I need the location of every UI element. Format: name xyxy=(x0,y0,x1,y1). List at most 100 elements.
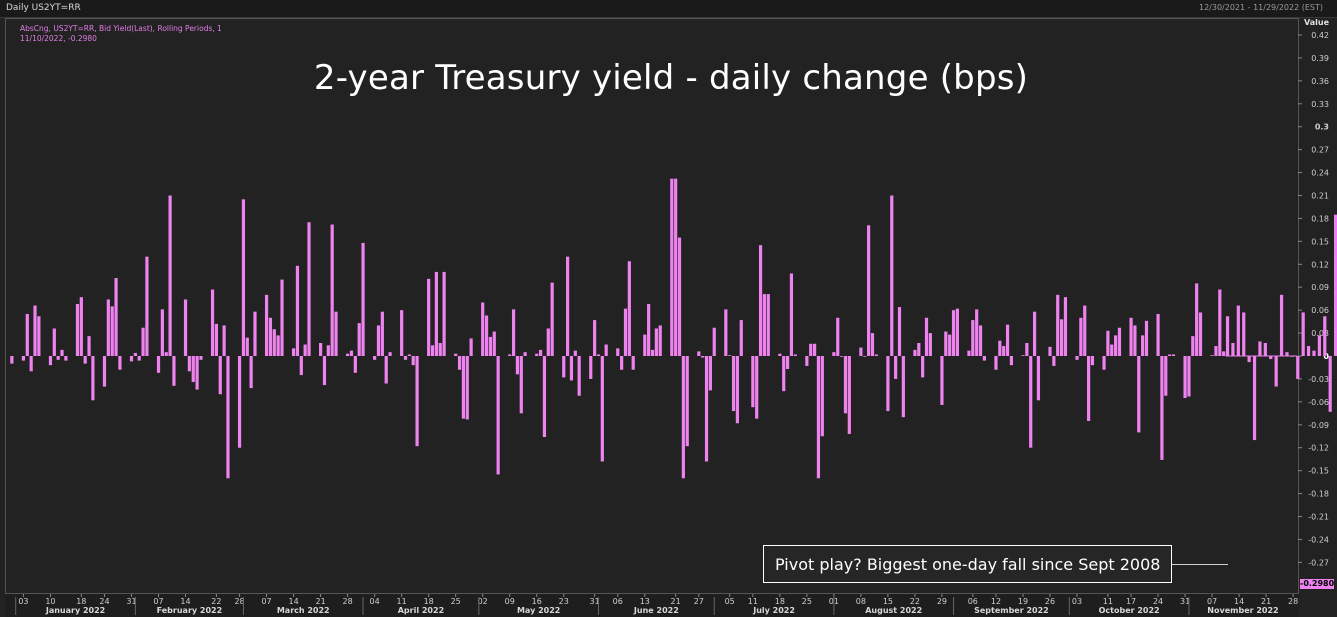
bar xyxy=(403,356,408,360)
month-label: April 2022 xyxy=(398,606,444,615)
bar xyxy=(596,354,601,356)
x-tick-label: 18 xyxy=(76,597,86,606)
bar xyxy=(492,331,496,356)
y-tick-label: 0.39 xyxy=(1311,54,1329,63)
bar xyxy=(461,356,465,419)
annotation-box: Pivot play? Biggest one-day fall since S… xyxy=(763,545,1173,583)
bar xyxy=(782,356,786,392)
bar xyxy=(1301,312,1305,356)
bar xyxy=(670,178,674,356)
bar xyxy=(1252,356,1257,441)
x-tick-label: 22 xyxy=(910,597,920,606)
bar xyxy=(164,352,168,356)
bar xyxy=(346,353,350,356)
last-value-badge: -0.2980 xyxy=(1300,579,1335,589)
bar xyxy=(1168,354,1172,356)
bar xyxy=(917,343,921,356)
month-label: February 2022 xyxy=(157,606,223,615)
bar xyxy=(812,343,817,356)
bar xyxy=(1164,356,1168,396)
bar xyxy=(1296,356,1300,379)
bar xyxy=(1242,312,1246,356)
month-label: September 2022 xyxy=(974,606,1049,615)
bar xyxy=(199,356,203,360)
y-tick-label: -0.06 xyxy=(1308,398,1329,407)
x-tick-label: 31 xyxy=(1180,597,1190,606)
bar xyxy=(1156,313,1160,356)
bar xyxy=(114,278,118,356)
bar xyxy=(1052,356,1056,366)
x-tick-label: 11 xyxy=(1103,597,1113,606)
bar xyxy=(523,352,527,356)
bar xyxy=(484,315,489,356)
bar xyxy=(48,356,53,366)
bar xyxy=(400,310,404,356)
bar xyxy=(515,356,520,375)
bar xyxy=(1086,356,1091,421)
bar xyxy=(1083,305,1087,356)
y-tick-label: -0.18 xyxy=(1308,490,1329,499)
bar xyxy=(291,348,296,356)
bar xyxy=(573,350,577,356)
x-tick-label: 07 xyxy=(261,597,271,606)
bar xyxy=(156,356,161,373)
bar xyxy=(511,309,516,356)
bar xyxy=(894,356,898,379)
month-label: October 2022 xyxy=(1099,606,1160,615)
bar xyxy=(724,309,728,356)
bar xyxy=(1214,346,1218,356)
bar xyxy=(1225,316,1230,356)
bar xyxy=(25,313,29,356)
x-tick-label: 03 xyxy=(1072,597,1082,606)
bar xyxy=(442,271,446,356)
bar xyxy=(809,343,813,356)
bar xyxy=(1029,356,1033,448)
bar xyxy=(843,356,848,414)
y-tick-label: 0.06 xyxy=(1311,306,1329,315)
bar xyxy=(762,294,767,356)
x-tick-label: 24 xyxy=(99,597,109,606)
bar xyxy=(357,323,361,356)
x-tick-label: 25 xyxy=(802,597,812,606)
bar xyxy=(1110,344,1114,356)
x-tick-label: 05 xyxy=(725,597,735,606)
bar xyxy=(75,304,80,356)
bar xyxy=(469,338,473,356)
bar xyxy=(411,356,415,366)
x-tick-label: 15 xyxy=(883,597,893,606)
x-tick-label: 13 xyxy=(640,597,650,606)
x-tick-label: 09 xyxy=(505,597,515,606)
y-tick-label: -0.24 xyxy=(1308,535,1329,544)
bar xyxy=(264,294,269,356)
y-tick-label: -0.27 xyxy=(1308,558,1329,567)
bar xyxy=(1048,346,1052,356)
bar xyxy=(373,356,377,360)
y-tick-label: 0.21 xyxy=(1311,192,1329,201)
y-tick-label: -0.03 xyxy=(1308,375,1329,384)
bar xyxy=(10,356,14,364)
bar xyxy=(1306,346,1311,356)
x-tick-label: 07 xyxy=(1207,597,1217,606)
bar xyxy=(1317,335,1321,356)
bar xyxy=(496,356,500,475)
bar xyxy=(685,356,689,447)
bar xyxy=(924,317,929,356)
bar xyxy=(1025,343,1029,356)
bar xyxy=(91,356,95,401)
bar xyxy=(187,356,191,372)
bar xyxy=(623,308,628,356)
bar xyxy=(631,356,635,370)
bar xyxy=(951,310,956,356)
bar xyxy=(118,356,122,370)
bar xyxy=(226,356,230,479)
bar xyxy=(1269,356,1273,360)
bar xyxy=(921,356,925,378)
x-tick-label: 29 xyxy=(937,597,947,606)
bar xyxy=(1106,330,1110,356)
bar xyxy=(1063,297,1068,356)
bar xyxy=(1218,289,1222,356)
bar xyxy=(600,356,604,462)
bar xyxy=(604,344,608,356)
x-tick-label: 23 xyxy=(559,597,569,606)
bar xyxy=(361,242,365,356)
